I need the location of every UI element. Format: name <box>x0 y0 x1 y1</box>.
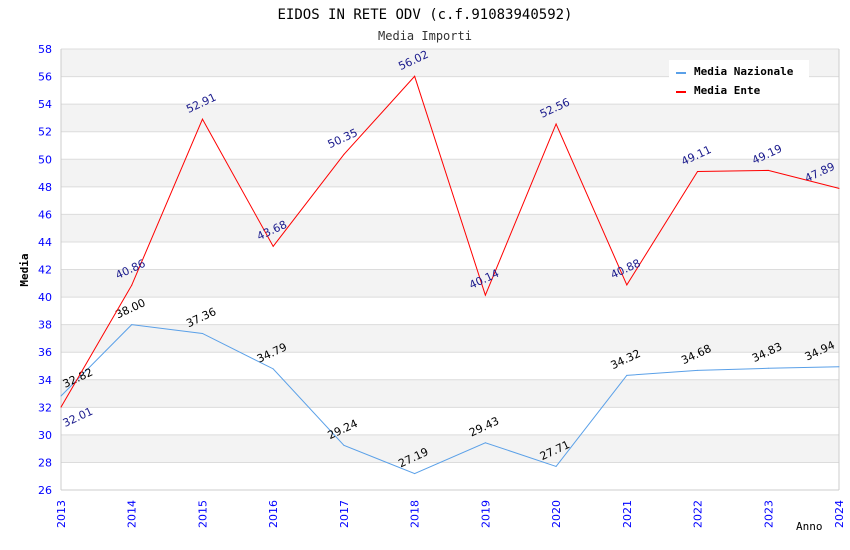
x-tick-label: 2023 <box>762 500 775 528</box>
legend-swatch-ente <box>676 91 686 93</box>
x-tick-label: 2024 <box>833 500 846 528</box>
data-point <box>272 245 274 247</box>
y-tick-label: 36 <box>38 346 52 359</box>
data-point <box>767 367 769 369</box>
series-line-nazionale <box>60 324 840 475</box>
data-point <box>626 374 628 376</box>
grid-band <box>61 159 839 187</box>
grid-band <box>61 324 839 353</box>
data-point <box>60 395 62 397</box>
data-point <box>767 169 769 171</box>
data-point <box>60 406 62 408</box>
data-point <box>131 284 133 286</box>
data-point <box>697 369 699 371</box>
x-tick-label: 2014 <box>126 500 139 528</box>
grid-band <box>61 241 839 270</box>
data-point <box>697 171 699 173</box>
data-point <box>626 284 628 286</box>
chart-subtitle: Media Importi <box>378 29 472 43</box>
x-tick-label: 2019 <box>479 500 492 528</box>
data-point <box>555 465 557 467</box>
y-tick-label: 54 <box>38 98 52 111</box>
data-point <box>838 366 840 368</box>
x-tick-label: 2016 <box>267 500 280 528</box>
data-point <box>201 118 203 120</box>
data-point <box>414 473 416 475</box>
data-point <box>201 332 203 334</box>
data-point <box>484 442 486 444</box>
y-tick-label: 46 <box>38 208 52 221</box>
x-tick-label: 2020 <box>550 500 563 528</box>
grid-band <box>61 297 839 325</box>
data-point <box>272 368 274 370</box>
y-axis-label: Media <box>18 253 31 286</box>
grid-band <box>61 269 839 298</box>
grid-band <box>61 407 839 435</box>
x-tick-label: 2021 <box>621 500 634 528</box>
x-tick-label: 2018 <box>409 500 422 528</box>
y-tick-label: 40 <box>38 291 52 304</box>
y-tick-label: 30 <box>38 429 52 442</box>
y-tick-label: 34 <box>38 374 52 387</box>
legend-swatch-nazionale <box>676 72 686 74</box>
data-point <box>343 153 345 155</box>
x-axis-label: Anno <box>796 520 823 533</box>
y-tick-label: 44 <box>38 236 52 249</box>
y-tick-label: 38 <box>38 319 52 332</box>
y-tick-label: 42 <box>38 264 52 277</box>
y-tick-label: 58 <box>38 43 52 56</box>
y-tick-label: 52 <box>38 126 52 139</box>
legend-label-nazionale: Media Nazionale <box>694 65 794 78</box>
y-tick-label: 28 <box>38 456 52 469</box>
grid-band <box>61 462 839 490</box>
series-line-ente <box>60 75 840 408</box>
y-tick-label: 50 <box>38 153 52 166</box>
data-point <box>414 75 416 77</box>
legend: Media Nazionale Media Ente <box>669 60 809 102</box>
data-point <box>555 123 557 125</box>
x-tick-label: 2022 <box>692 500 705 528</box>
grid-band <box>61 131 839 160</box>
data-point <box>484 294 486 296</box>
x-tick-label: 2017 <box>338 500 351 528</box>
data-point <box>343 444 345 446</box>
data-point <box>838 187 840 189</box>
grid-band <box>61 104 839 132</box>
y-tick-label: 32 <box>38 401 52 414</box>
data-point <box>131 324 133 326</box>
grid-band <box>61 352 839 380</box>
legend-label-ente: Media Ente <box>694 84 761 97</box>
x-tick-label: 2015 <box>196 500 209 528</box>
grid-band <box>61 379 839 408</box>
y-tick-label: 48 <box>38 181 52 194</box>
chart-title: EIDOS IN RETE ODV (c.f.91083940592) <box>277 7 572 23</box>
x-tick-label: 2013 <box>55 500 68 528</box>
y-tick-label: 26 <box>38 484 52 497</box>
y-tick-label: 56 <box>38 71 52 84</box>
grid-band <box>61 186 839 215</box>
grid-band <box>61 214 839 242</box>
